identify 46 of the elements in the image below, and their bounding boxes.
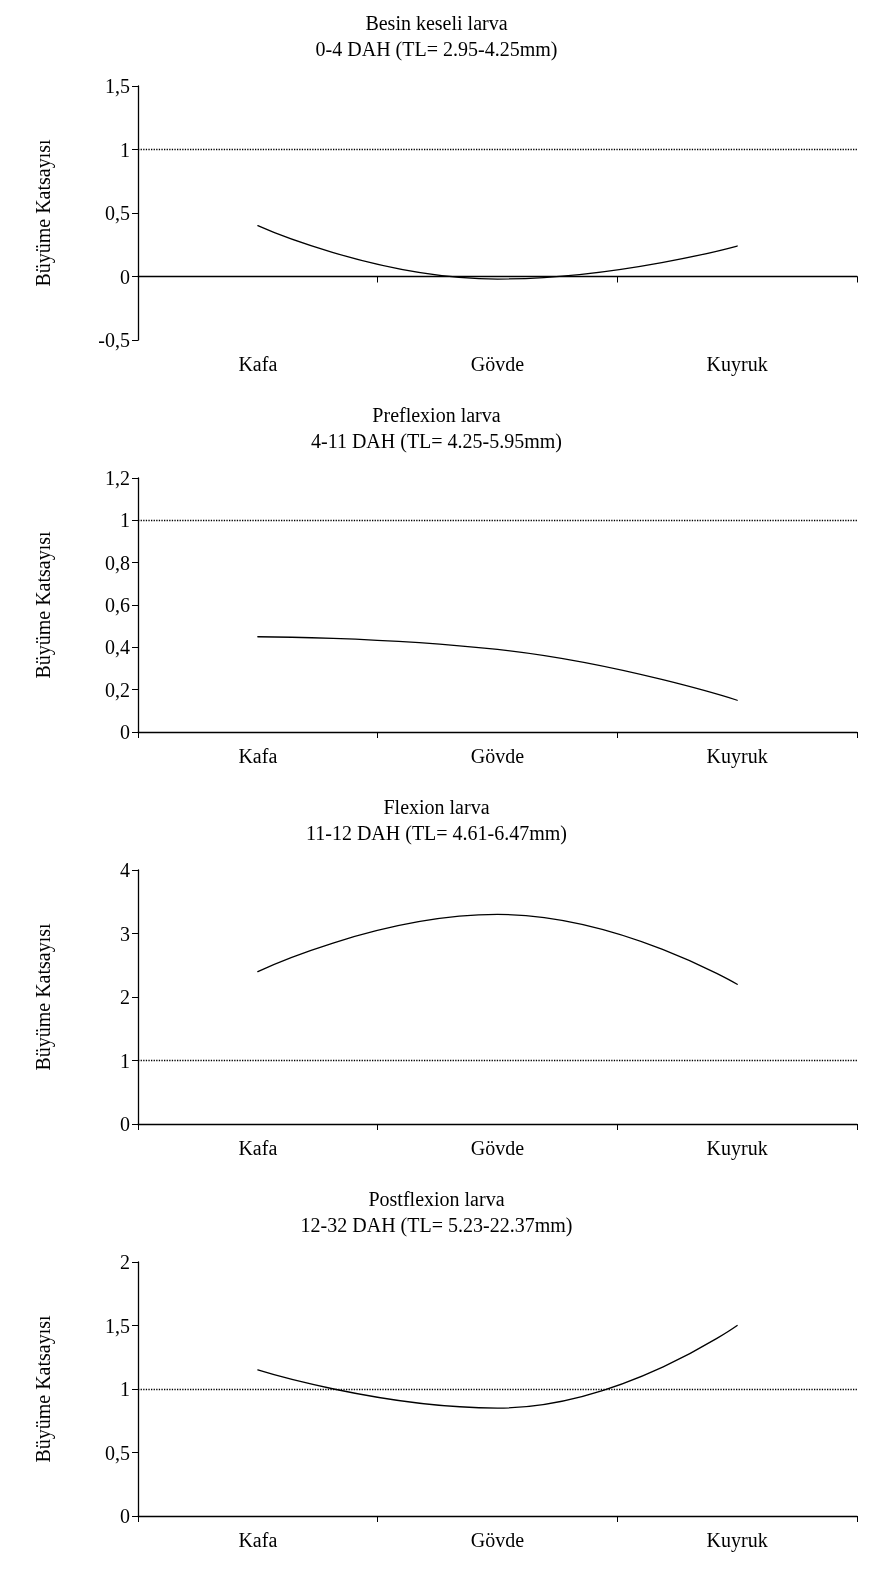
y-tick-label: 1 [120,138,130,161]
x-tick-label: Gövde [470,1137,525,1159]
y-tick-label: 0,5 [105,202,130,224]
chart-title: Besin keseli larva [365,12,508,34]
chart-title: Preflexion larva [372,404,501,426]
y-tick-label: 0,2 [105,678,130,701]
chart-subtitle: 0-4 DAH (TL= 2.95-4.25mm) [315,38,558,61]
y-axis-title: Büyüme Katsayısı [32,922,55,1071]
chart-title: Flexion larva [383,796,490,818]
y-tick-label: 1,2 [105,467,130,489]
y-tick-label: 3 [120,922,130,945]
y-tick-label: -0,5 [98,329,130,351]
chart-subtitle: 12-32 DAH (TL= 5.23-22.37mm) [300,1214,573,1237]
x-tick-label: Kuyruk [706,745,768,768]
y-tick-label: 1 [120,1378,130,1400]
y-tick-label: 1 [120,1049,130,1072]
x-tick-label: Kafa [238,745,278,767]
y-tick-label: 1,5 [105,75,130,97]
chart-subtitle: 11-12 DAH (TL= 4.61-6.47mm) [305,822,568,845]
y-tick-label: 0 [120,721,130,743]
y-axis-title: Büyüme Katsayısı [32,138,55,287]
y-tick-label: 1,5 [105,1314,130,1337]
y-tick-label: 2 [120,1251,130,1273]
y-tick-label: 1 [120,509,130,532]
x-tick-label: Kuyruk [706,1137,768,1160]
y-tick-label: 2 [120,986,130,1008]
y-axis-title: Büyüme Katsayısı [32,1314,55,1463]
y-tick-label: 0,4 [105,636,130,659]
y-tick-label: 0 [120,265,130,288]
y-tick-label: 0,8 [105,551,130,574]
y-tick-label: 0 [120,1505,130,1527]
x-tick-label: Kuyruk [706,1529,768,1552]
y-tick-label: 0,5 [105,1441,130,1464]
x-tick-label: Kuyruk [706,353,768,376]
x-tick-label: Kafa [238,1137,278,1159]
y-tick-label: 0,6 [105,594,130,616]
y-tick-label: 4 [120,859,130,881]
x-tick-label: Gövde [470,745,525,767]
x-tick-label: Gövde [470,353,525,375]
x-tick-label: Kafa [238,353,278,375]
x-tick-label: Gövde [470,1529,525,1551]
chart-title: Postflexion larva [368,1188,505,1210]
chart-subtitle: 4-11 DAH (TL= 4.25-5.95mm) [310,430,563,453]
y-tick-label: 0 [120,1113,130,1135]
y-axis-title: Büyüme Katsayısı [32,530,55,679]
x-tick-label: Kafa [238,1529,278,1551]
